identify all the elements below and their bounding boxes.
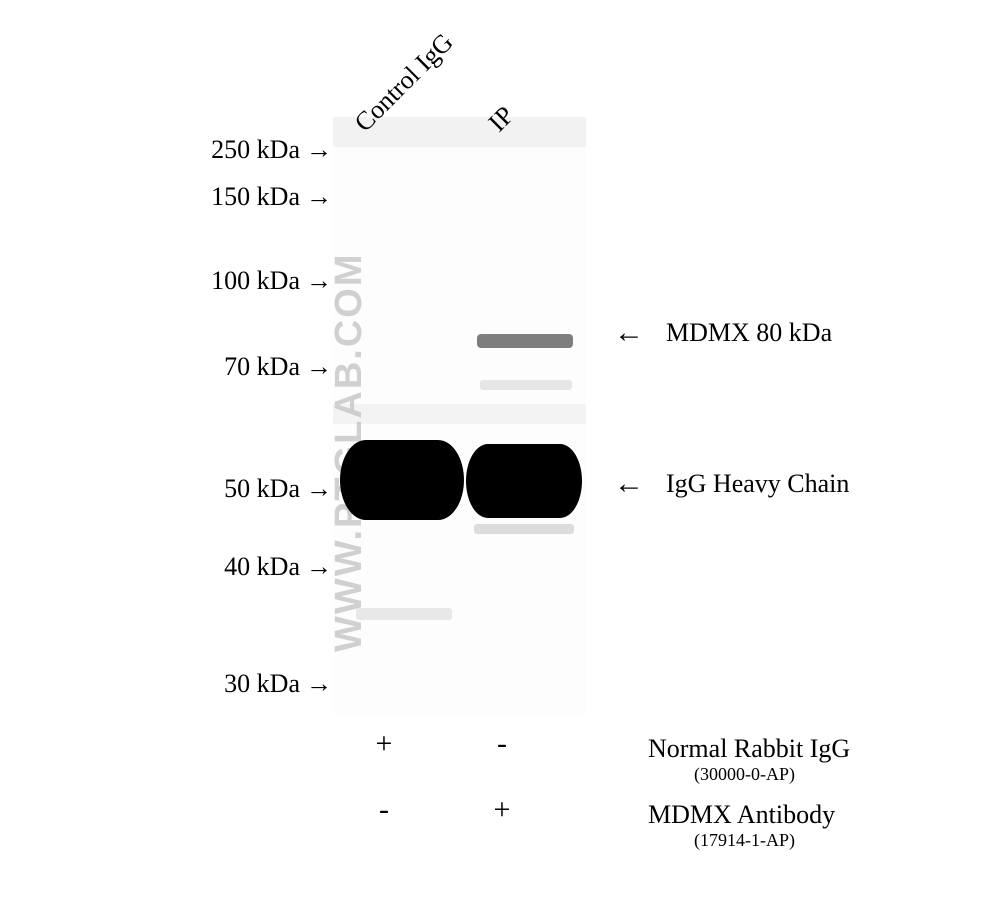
marker-label-1: 150 kDa xyxy=(211,182,300,212)
watermark: WWW.PTGLAB.COM xyxy=(328,132,371,652)
pm-r1-c1: + xyxy=(482,793,522,827)
band-igg-lane1 xyxy=(340,440,464,520)
annotation-label-0: MDMX 80 kDa xyxy=(666,318,832,348)
annotation-arrow-1: ← xyxy=(614,467,644,501)
band-mdmx xyxy=(477,334,573,348)
pm-r0-c1: - xyxy=(482,727,522,761)
marker-label-4: 50 kDa xyxy=(224,474,300,504)
marker-label-3: 70 kDa xyxy=(224,352,300,382)
annotation-arrow-0: ← xyxy=(614,316,644,350)
marker-label-0: 250 kDa xyxy=(211,135,300,165)
marker-label-5: 40 kDa xyxy=(224,552,300,582)
reagent-name-0: Normal Rabbit IgG xyxy=(648,734,850,764)
reagent-cat-1: (17914-1-AP) xyxy=(694,830,795,851)
marker-arrow-2: → xyxy=(306,266,332,296)
pm-r0-c0: + xyxy=(364,727,404,761)
marker-arrow-1: → xyxy=(306,182,332,212)
marker-arrow-6: → xyxy=(306,669,332,699)
band-faint-below-lane2 xyxy=(474,524,574,534)
marker-arrow-5: → xyxy=(306,552,332,582)
marker-arrow-4: → xyxy=(306,474,332,504)
band-faint-midlow-lane1 xyxy=(356,608,452,620)
marker-arrow-3: → xyxy=(306,352,332,382)
marker-arrow-0: → xyxy=(306,135,332,165)
reagent-cat-0: (30000-0-AP) xyxy=(694,764,795,785)
marker-label-6: 30 kDa xyxy=(224,669,300,699)
band-igg-lane2 xyxy=(466,444,582,518)
pm-r1-c0: - xyxy=(364,793,404,827)
annotation-label-1: IgG Heavy Chain xyxy=(666,469,849,499)
band-faint-70-lane2 xyxy=(480,380,572,390)
reagent-name-1: MDMX Antibody xyxy=(648,800,835,830)
marker-label-2: 100 kDa xyxy=(211,266,300,296)
